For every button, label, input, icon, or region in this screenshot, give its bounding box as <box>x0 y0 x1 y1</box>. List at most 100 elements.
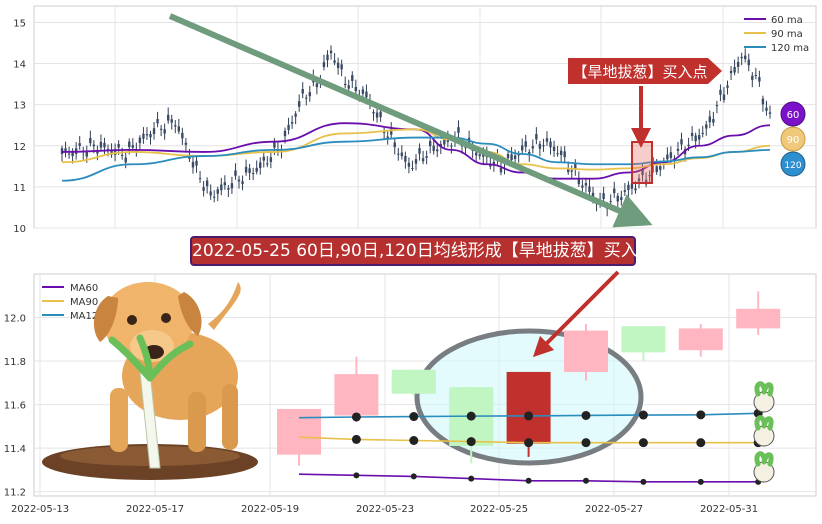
dog-illustration <box>42 282 258 480</box>
top-candle-body <box>117 144 120 148</box>
bottom-x-tick-label: 2022-05-23 <box>356 504 414 515</box>
bottom-ma60-marker <box>525 477 532 484</box>
bottom-ma90-marker <box>409 436 419 445</box>
top-candle-body <box>698 135 701 140</box>
banner-pointer-arrow <box>532 270 620 358</box>
top-grid <box>34 6 816 229</box>
top-candle-body <box>478 154 481 157</box>
top-candle-body <box>570 170 573 172</box>
bottom-ma60-marker <box>468 475 475 482</box>
top-candle-body <box>92 144 96 147</box>
top-candle-body <box>174 125 177 127</box>
top-candle-body <box>680 139 683 145</box>
signal-banner: 2022-05-25 60日,90日,120日均线形成【旱地拔葱】买入点 <box>190 236 655 266</box>
top-candle-body <box>354 86 358 92</box>
top-candle-body <box>729 70 733 74</box>
top-candle-body <box>489 165 492 167</box>
badge-120 <box>780 151 806 177</box>
legend-ma90-label: MA90 <box>70 297 98 308</box>
callout-label: 【旱地拔葱】买入点 <box>568 58 722 84</box>
top-candle-body <box>641 169 644 176</box>
top-candle-body <box>687 144 690 147</box>
top-candle-body <box>648 175 651 177</box>
top-candle-body <box>361 89 365 94</box>
top-chart: 10 11 12 13 14 15 【旱地拔葱】买入点 60 ma 90 ma 120 m… <box>13 5 817 235</box>
top-legend: 60 ma 90 ma 120 ma <box>744 15 809 54</box>
top-candle-body <box>340 64 343 70</box>
signal-highlight-box <box>631 141 653 184</box>
top-candle-body <box>195 160 198 166</box>
top-candle-body <box>142 133 145 139</box>
top-candle-body <box>251 172 255 174</box>
top-candle-body <box>213 196 216 198</box>
bottom-ma90-marker <box>351 434 361 444</box>
bottom-x-tick-labels: 2022-05-13 2022-05-17 2022-05-19 2022-05-23… <box>11 504 758 515</box>
top-candle-body <box>205 180 209 187</box>
top-candlesticks <box>60 45 772 217</box>
top-candle-body <box>733 67 736 73</box>
legend-90ma-label: 90 ma <box>771 29 803 40</box>
top-candle-body <box>290 122 294 124</box>
top-candle-body <box>223 182 227 186</box>
candle-body <box>334 374 379 416</box>
top-candle-body <box>418 148 421 154</box>
top-candle-body <box>287 124 290 130</box>
candle-body <box>564 330 608 372</box>
top-candle-body <box>761 98 765 105</box>
bottom-ma60-marker <box>583 477 589 484</box>
top-candle-body <box>736 61 740 67</box>
top-candle-body <box>613 188 616 194</box>
ma-badges: 60 90 120 <box>780 101 806 177</box>
top-candle-body <box>336 62 340 69</box>
top-candle-body <box>372 112 375 114</box>
top-candle-body <box>156 119 159 124</box>
bottom-legend: MA60 MA90 MA120 <box>42 283 105 322</box>
top-candle-body <box>542 145 545 147</box>
top-candle-body <box>138 137 142 144</box>
top-candle-body <box>559 150 563 156</box>
top-candle-body <box>574 163 577 169</box>
top-candle-body <box>266 163 269 165</box>
top-candle-body <box>584 182 588 186</box>
top-candle-body <box>110 150 113 155</box>
legend-120ma-label: 120 ma <box>771 43 809 54</box>
dog-ear-right <box>178 292 202 336</box>
top-candle-body <box>510 154 513 161</box>
top-candle-body <box>609 201 612 203</box>
top-candle-body <box>237 179 241 182</box>
bottom-ma90-marker <box>696 438 706 448</box>
top-candle-body <box>432 145 435 151</box>
top-candle-body <box>390 129 393 135</box>
top-candle-body <box>567 168 570 173</box>
dog-leg-front-right <box>188 392 206 452</box>
top-candle-body <box>259 162 262 169</box>
top-candle-body <box>308 92 311 97</box>
bottom-y-tick-label: 11.4 <box>4 444 26 455</box>
top-candle-body <box>425 156 428 158</box>
top-candle-body <box>588 186 591 193</box>
top-candle-body <box>404 155 407 162</box>
top-candle-body <box>145 134 149 136</box>
top-candle-body <box>113 149 117 155</box>
top-candle-body <box>400 152 404 157</box>
top-candle-body <box>517 154 520 156</box>
top-candle-body <box>230 183 234 189</box>
badge-90-label: 90 <box>787 135 800 146</box>
top-candle-body <box>347 85 350 89</box>
top-candle-body <box>71 151 74 157</box>
top-candle-body <box>627 184 630 191</box>
top-candle-body <box>241 181 244 185</box>
top-candle-body <box>669 152 673 158</box>
scallion-icons <box>753 381 775 483</box>
top-candle-body <box>694 135 697 142</box>
top-candle-body <box>184 142 188 145</box>
top-candle-body <box>726 85 729 88</box>
top-candle-body <box>457 127 460 133</box>
bottom-ma60-marker <box>697 478 704 485</box>
badge-90 <box>780 126 806 152</box>
top-candle-body <box>545 138 549 142</box>
top-candle-body <box>273 142 276 148</box>
top-candle-body <box>294 113 297 117</box>
top-candle-body <box>227 188 230 190</box>
scallion-icon-1 <box>753 381 775 413</box>
